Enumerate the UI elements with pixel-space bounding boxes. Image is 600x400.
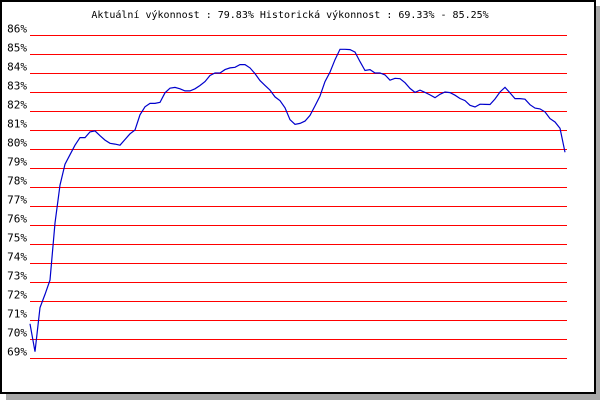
y-tick-label: 83% bbox=[7, 80, 27, 93]
chart-frame bbox=[0, 0, 596, 394]
y-tick-label: 84% bbox=[7, 61, 27, 74]
y-tick-label: 78% bbox=[7, 175, 27, 188]
y-tick-label: 71% bbox=[7, 308, 27, 321]
y-tick-label: 85% bbox=[7, 42, 27, 55]
y-tick-label: 73% bbox=[7, 270, 27, 283]
y-tick-label: 76% bbox=[7, 213, 27, 226]
performance-line bbox=[29, 48, 566, 352]
y-tick-label: 72% bbox=[7, 289, 27, 302]
y-tick-labels: 69% 70% 71% 72% 73% 74% 75% 76% 77% 78% 79% 80% 81% 8… bbox=[7, 23, 27, 359]
y-tick-label: 74% bbox=[7, 251, 27, 264]
y-tick-label: 69% bbox=[7, 346, 27, 359]
y-tick-label: 80% bbox=[7, 137, 27, 150]
y-tick-label: 75% bbox=[7, 232, 27, 245]
grid-lines bbox=[30, 35, 567, 359]
frame-shadow-bottom bbox=[6, 394, 600, 400]
frame-shadow-right bbox=[596, 6, 600, 400]
chart-title: Aktuální výkonnost : 79.83% Historická v… bbox=[91, 9, 488, 21]
series-group bbox=[29, 48, 566, 352]
y-tick-label: 70% bbox=[7, 327, 27, 340]
y-tick-label: 86% bbox=[7, 23, 27, 36]
y-tick-label: 81% bbox=[7, 118, 27, 131]
y-tick-label: 82% bbox=[7, 99, 27, 112]
y-tick-label: 77% bbox=[7, 194, 27, 207]
y-tick-label: 79% bbox=[7, 156, 27, 169]
